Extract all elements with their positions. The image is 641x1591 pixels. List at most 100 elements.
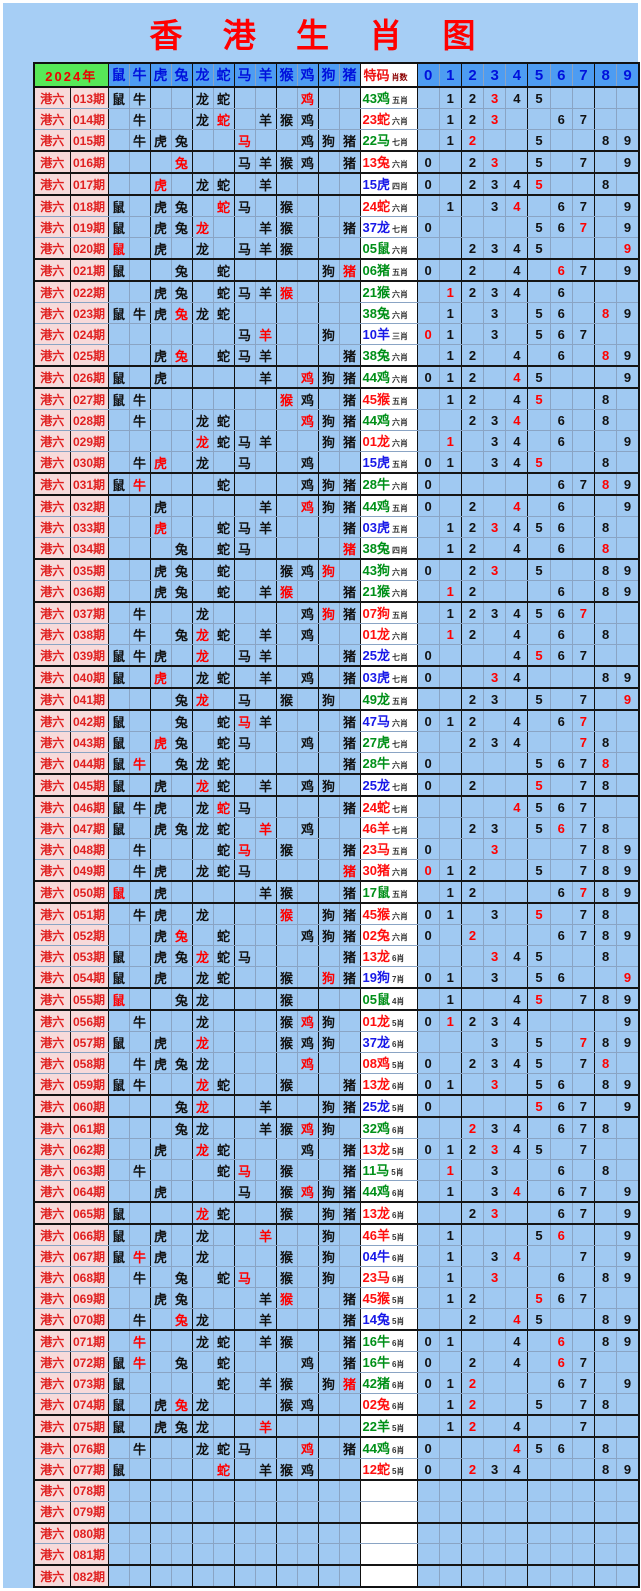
special-number: 19狗 [362, 970, 390, 985]
zodiac-cell: 猪 [339, 1138, 361, 1160]
zodiac-cell: 猴 [276, 1330, 298, 1352]
zodiac-cell [213, 237, 235, 260]
digit-cell: 4 [505, 1180, 529, 1203]
period-cell: 079期 [70, 1501, 109, 1524]
digit-cell: 1 [439, 323, 462, 345]
row-prefix: 港六 [34, 409, 71, 431]
zodiac-cell [129, 1458, 151, 1481]
zodiac-count-label: 五肖 [391, 890, 408, 899]
row-prefix: 港六 [34, 366, 71, 389]
row-prefix: 港六 [34, 216, 71, 238]
zodiac-cell: 龙 [192, 644, 214, 667]
digit-cell [483, 259, 507, 282]
digit-cell [572, 580, 596, 603]
zodiac-cell [171, 409, 193, 431]
zodiac-cell [234, 1393, 256, 1416]
zodiac-cell [192, 1287, 214, 1309]
zodiac-cell [318, 731, 340, 753]
zodiac-cell: 羊 [255, 1330, 277, 1352]
digit-cell: 4 [505, 731, 529, 753]
zodiac-cell: 兔 [171, 1287, 193, 1309]
zodiac-cell [213, 1224, 235, 1246]
zodiac-cell: 鸡 [297, 623, 319, 645]
zodiac-cell [129, 1501, 151, 1524]
digit-cell: 0 [417, 495, 440, 517]
digit-cell [505, 151, 529, 174]
row-prefix: 港六 [34, 1565, 71, 1588]
digit-cell: 1 [439, 1393, 462, 1416]
zodiac-cell: 猴 [276, 580, 298, 603]
zodiac-cell: 蛇 [213, 1138, 235, 1160]
zodiac-cell: 马 [234, 344, 256, 367]
digit-cell [550, 688, 573, 711]
zodiac-cell: 猪 [339, 710, 361, 732]
digit-cell [505, 817, 529, 839]
special-number: 25龙 [362, 1099, 390, 1114]
row-prefix: 港六 [34, 796, 71, 818]
digit-cell: 4 [505, 796, 529, 818]
zodiac-cell: 猪 [339, 752, 361, 775]
digit-cell [417, 537, 440, 560]
zodiac-cell [129, 1415, 151, 1438]
period-cell: 053期 [70, 945, 109, 967]
zodiac-count-label: 五肖 [391, 397, 408, 406]
zodiac-cell [108, 1117, 130, 1139]
digit-cell [616, 1159, 640, 1181]
special-cell: 01龙 5肖 [360, 1010, 418, 1032]
digit-cell: 1 [439, 302, 462, 324]
zodiac-cell: 猴 [276, 1287, 298, 1309]
digit-cell: 7 [572, 1372, 596, 1394]
digit-cell [594, 366, 618, 389]
zodiac-cell: 虎 [150, 966, 172, 989]
zodiac-cell: 虎 [150, 366, 172, 389]
zodiac-count-label: 5肖 [391, 1233, 405, 1242]
special-cell: 28牛 六肖 [360, 473, 418, 496]
digit-cell [483, 924, 507, 946]
zodiac-cell [297, 1266, 319, 1288]
zodiac-cell: 狗 [318, 602, 340, 624]
row-prefix: 港六 [34, 473, 71, 496]
digit-cell [439, 817, 462, 839]
zodiac-cell [276, 644, 298, 667]
special-cell: 01龙 六肖 [360, 623, 418, 645]
zodiac-cell: 鼠 [108, 216, 130, 238]
period-cell: 057期 [70, 1031, 109, 1053]
special-cell: 44鸡 六肖 [360, 366, 418, 389]
digit-cell: 8 [594, 859, 618, 882]
zodiac-cell [255, 451, 277, 474]
zodiac-cell [339, 1480, 361, 1502]
digit-cell [572, 1522, 596, 1545]
zodiac-cell [318, 1330, 340, 1352]
zodiac-cell [108, 344, 130, 367]
zodiac-cell [150, 323, 172, 345]
zodiac-cell [108, 129, 130, 152]
zodiac-cell: 牛 [129, 302, 151, 324]
digit-cell: 0 [417, 710, 440, 732]
zodiac-column-header: 猪 [339, 63, 361, 88]
zodiac-cell [108, 924, 130, 946]
zodiac-cell [108, 451, 130, 474]
zodiac-count-label: 四肖 [391, 546, 408, 555]
row-prefix: 港六 [34, 388, 71, 410]
zodiac-cell: 龙 [192, 216, 214, 238]
digit-cell: 0 [417, 1010, 440, 1032]
zodiac-cell [150, 602, 172, 624]
zodiac-cell: 鼠 [108, 752, 130, 775]
zodiac-cell [171, 602, 193, 624]
special-number: 43鸡 [362, 91, 390, 106]
digit-cell: 2 [461, 559, 485, 581]
zodiac-cell: 猴 [276, 1159, 298, 1181]
zodiac-cell [318, 710, 340, 732]
zodiac-cell: 兔 [171, 195, 193, 217]
zodiac-cell: 鸡 [297, 473, 319, 496]
digit-cell [439, 666, 462, 689]
zodiac-count-label: 五肖 [391, 611, 408, 620]
special-cell: 07狗 五肖 [360, 602, 418, 624]
digit-cell [439, 237, 462, 260]
table-row: 港六 073期鼠蛇羊猴狗猪 42猪 6肖 0 1 2 6 7 9 [34, 1372, 640, 1394]
zodiac-cell [318, 108, 340, 130]
digit-cell [572, 666, 596, 689]
digit-cell: 2 [461, 623, 485, 645]
digit-cell [439, 1117, 462, 1139]
digit-cell: 8 [594, 1458, 618, 1481]
